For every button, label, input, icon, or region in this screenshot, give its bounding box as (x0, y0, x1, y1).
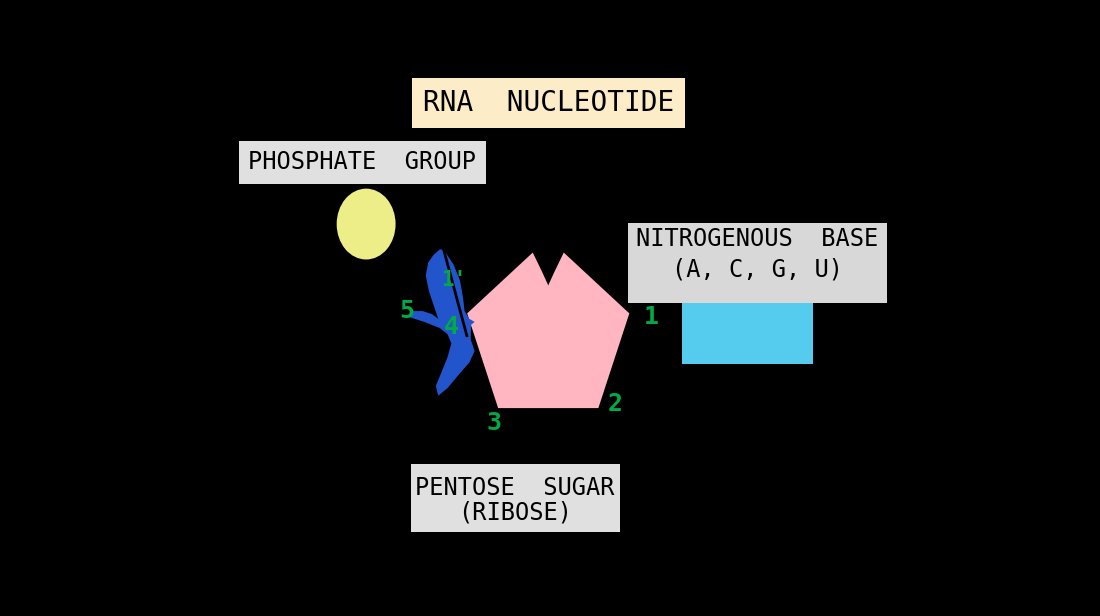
Text: PHOSPHATE  GROUP: PHOSPHATE GROUP (249, 150, 476, 174)
Text: (RIBOSE): (RIBOSE) (458, 501, 572, 525)
Text: 2: 2 (608, 392, 623, 416)
Text: 5: 5 (399, 299, 415, 323)
FancyBboxPatch shape (411, 464, 619, 532)
Text: 1': 1' (441, 270, 466, 290)
Text: PENTOSE  SUGAR: PENTOSE SUGAR (415, 476, 615, 500)
Text: (A, C, G, U): (A, C, G, U) (672, 257, 843, 282)
Text: NITROGENOUS  BASE: NITROGENOUS BASE (637, 227, 879, 251)
Ellipse shape (337, 188, 396, 259)
Text: 4: 4 (444, 315, 459, 339)
Text: RNA  NUCLEOTIDE: RNA NUCLEOTIDE (422, 89, 674, 117)
FancyBboxPatch shape (628, 222, 887, 302)
Polygon shape (468, 253, 629, 408)
Text: 1: 1 (644, 306, 659, 329)
Text: 3: 3 (487, 411, 502, 436)
FancyBboxPatch shape (682, 303, 813, 364)
Polygon shape (407, 249, 474, 396)
